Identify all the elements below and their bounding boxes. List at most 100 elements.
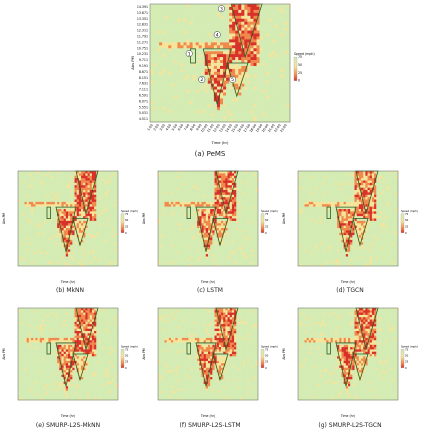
legend-tick: 75 [298,55,302,59]
y-tick-label: 10.231 [137,52,148,56]
x-tick-label: 12:00 [212,123,221,133]
legend-tick: 25 [265,224,269,228]
y-tick-label: 13.351 [137,17,148,21]
caption-g: (g) SMURP-L2S-TGCN [318,422,382,429]
caption-e: (e) SMURP-L2S-MkNN [35,422,101,429]
x-tick-label: 22:00 [273,123,282,133]
heatmap-cells [150,4,291,123]
legend-tick: 75 [265,212,269,216]
congestion-outlines [46,307,99,387]
y-axis-label: Abs PM [2,213,6,225]
x-axis-label: Time (hr) [340,280,355,284]
annotation-marker [229,76,237,83]
congestion-outlines [186,307,239,387]
y-tick-label: 7.111 [139,88,148,92]
legend-tick: 0 [405,231,407,235]
legend-tick: 0 [265,231,267,235]
legend-title: Speed (mph) [261,344,278,348]
legend-tick: 0 [405,366,407,370]
y-tick-label: 6.071 [139,99,148,103]
legend-tick: 50 [125,218,129,222]
annotation-label: 5 [231,77,234,83]
legend-tick: 0 [125,366,127,370]
y-tick-label: 14.391 [137,5,148,9]
legend-tick: 25 [125,360,129,364]
x-tick-label: 1:00 [146,123,153,131]
x-tick-label: 14:00 [224,123,233,133]
heatmap-cells [158,171,259,267]
annotation-marker [213,31,221,39]
x-tick-label: 20:00 [261,123,270,133]
x-tick-label: 13:00 [218,123,227,133]
y-tick-label: 8.671 [139,70,148,74]
legend-tick: 0 [265,366,267,370]
legend-tick: 25 [265,360,269,364]
x-axis-label: Time (hr) [211,141,229,145]
heatmap-b: Abs PM Time (hr) Speed (mph) 0 25 50 75 [2,170,138,284]
x-tick-label: 23:00 [279,123,288,133]
speed-colorbar [400,213,405,233]
y-tick-label: 12.311 [137,29,148,33]
y-tick-label: 4.511 [139,117,148,121]
legend-title: Speed (mph) [121,209,138,213]
x-tick-label: 11:00 [206,123,215,133]
annotation-label: 3 [220,6,223,12]
x-axis-label: Time (hr) [60,280,75,284]
legend-title: Speed (mph) [401,209,418,213]
legend-tick: 25 [405,224,409,228]
annotation-marker [217,5,225,13]
x-axis-label: Time (hr) [60,414,75,418]
speed-colorbar [400,349,405,368]
caption-f: (f) SMURP-L2S-LSTM [179,422,241,429]
speed-colorbar [120,213,125,233]
x-axis-label: Time (hr) [200,280,215,284]
legend-tick: 75 [125,347,129,351]
annotation-marker [185,50,193,58]
x-tick-label: 19:00 [255,123,264,133]
caption-a: (a) PeMS [194,150,226,158]
heatmap-g: Abs PM Time (hr) Speed (mph) 0 25 50 75 [282,307,418,418]
panel-c: Abs PM Time (hr) Speed (mph) 0 25 50 75 [142,163,278,288]
x-tick-label: 15:00 [231,123,240,133]
legend-title: Speed (mph) [121,344,138,348]
heatmap-cells [158,308,259,401]
x-axis-label: Time (hr) [200,414,215,418]
y-tick-label: 11.271 [137,40,148,44]
legend-tick: 75 [405,347,409,351]
heatmap-cells [18,171,119,267]
x-tick-label: 5:00 [171,123,178,131]
heatmap-f: Abs PM Time (hr) Speed (mph) 0 25 50 75 [142,307,278,418]
heatmap-e: Abs PM Time (hr) Speed (mph) 0 25 50 75 [2,307,138,418]
legend-title: Speed (mph) [401,344,418,348]
x-tick-label: 4:00 [165,123,172,131]
x-tick-label: 21:00 [267,123,276,133]
legend-tick: 0 [125,231,127,235]
y-axis-label: Abs PM [142,213,146,225]
annotation-label: 2 [200,77,203,83]
legend-title: Speed (mph) [294,52,315,56]
x-tick-label: 9:00 [195,123,202,131]
legend-tick: 50 [298,63,302,67]
y-tick-label: 11.791 [137,34,148,38]
x-axis-label: Time (hr) [340,414,355,418]
legend-tick: 25 [298,71,302,75]
y-tick-label: 5.551 [139,105,148,109]
heatmap-cells [298,308,399,401]
legend-tick: 75 [125,212,129,216]
legend-tick: 75 [265,347,269,351]
legend-tick: 75 [405,212,409,216]
y-axis-label: Abs PM [142,348,146,360]
panel-d: Abs PM Time (hr) Speed (mph) 0 25 50 75 [282,163,418,288]
heatmap-c: Abs PM Time (hr) Speed (mph) 0 25 50 75 [142,170,278,284]
y-tick-label: 9.191 [139,64,148,68]
x-tick-label: 16:00 [237,123,246,133]
legend-tick: 50 [265,218,269,222]
speed-colorbar [120,349,125,368]
annotation-label: 4 [216,32,219,38]
legend-tick: 50 [125,354,129,358]
legend-tick: 25 [405,360,409,364]
y-tick-label: 12.831 [137,23,148,27]
heatmap-a: Abs PM Time (hr) 14.391 13.871 13.351 12.831 1… [131,3,315,145]
legend-tick: 0 [298,79,300,83]
legend-tick: 50 [265,354,269,358]
